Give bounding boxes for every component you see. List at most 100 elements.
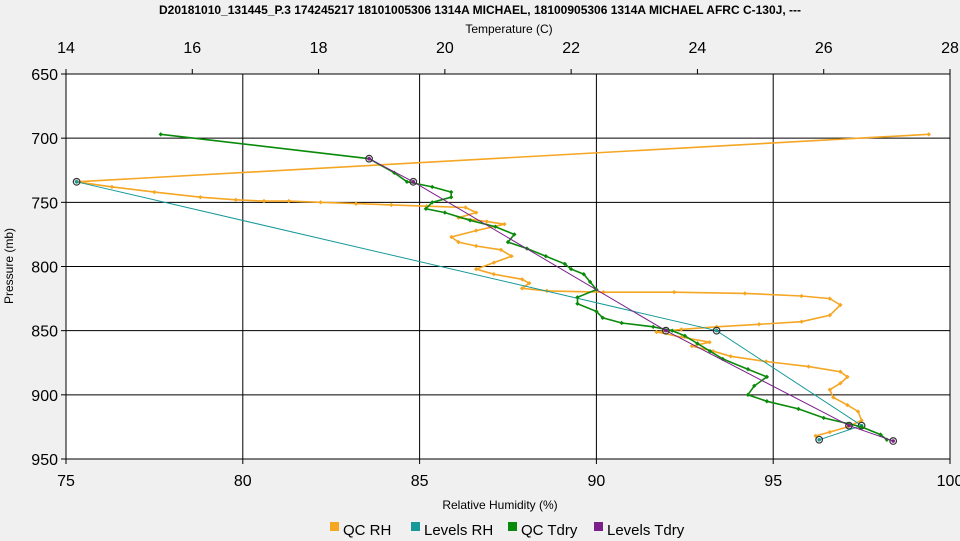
qc-rh-point <box>519 286 525 291</box>
levels-rh-legend-swatch <box>411 522 420 531</box>
axis-ticks: 650 700 750 800 850 900 950 75 80 85 90 95 100 14 16 18… <box>31 40 960 490</box>
qc-rh-point <box>671 289 677 295</box>
qc-tdry-point <box>448 189 454 195</box>
qc-tdry-point <box>600 315 605 321</box>
qc-rh-point <box>601 289 606 295</box>
qc-rh-point <box>473 266 479 272</box>
qc-rh-point <box>763 359 769 364</box>
qc-tdry-point <box>512 232 517 237</box>
qc-rh-point <box>799 319 804 324</box>
levels-rh-point <box>712 326 721 335</box>
levels-tdry-point-center <box>664 328 668 333</box>
qc-tdry-point <box>707 349 713 354</box>
left-axis-label: Pressure (mb) <box>2 228 16 304</box>
levels-tdry-point <box>409 177 418 186</box>
x2-tick-label: 14 <box>57 40 75 57</box>
x-tick-label: 100 <box>937 473 960 490</box>
qc-rh-point <box>827 387 832 392</box>
qc-tdry-point <box>467 218 473 223</box>
qc-tdry-point <box>669 328 675 333</box>
qc-rh-point <box>827 429 832 435</box>
levels-rh-point <box>72 177 81 186</box>
qc-rh-point <box>845 424 850 430</box>
qc-rh-point <box>353 201 359 206</box>
qc-tdry-point <box>581 272 586 277</box>
legend: QC RH Levels RH QC Tdry Levels Tdry <box>330 522 685 539</box>
qc-tdry-point <box>423 206 429 211</box>
x-tick-label: 90 <box>588 473 606 490</box>
qc-rh-point <box>473 210 479 215</box>
qc-tdry-point <box>505 239 511 245</box>
qc-rh-point <box>742 291 748 296</box>
qc-tdry-point <box>745 366 751 372</box>
levels-tdry-point <box>365 154 373 163</box>
qc-rh-point <box>799 293 804 299</box>
qc-rh-point <box>838 381 843 386</box>
qc-rh-point <box>473 243 479 249</box>
qc-tdry-point <box>568 266 574 272</box>
qc-rh-point <box>707 340 712 345</box>
qc-rh-point <box>926 132 931 137</box>
qc-rh-legend-swatch <box>330 522 339 531</box>
x-tick-label: 95 <box>764 473 782 490</box>
y-tick-label: 950 <box>31 452 58 469</box>
qc-tdry-point <box>562 261 568 267</box>
levels-rh-point-center <box>74 180 79 184</box>
y-tick-label: 900 <box>31 388 58 405</box>
qc-rh-point <box>527 280 532 286</box>
qc-tdry-point <box>720 356 725 362</box>
qc-tdry-legend-swatch <box>508 522 517 531</box>
qc-rh-point <box>491 260 497 265</box>
qc-rh-point <box>318 200 323 205</box>
qc-tdry-point <box>695 341 700 346</box>
qc-rh-point <box>109 184 115 190</box>
qc-tdry-point <box>764 399 770 404</box>
qc-rh-point <box>845 374 850 380</box>
qc-tdry-point <box>575 301 580 306</box>
qc-rh-point <box>756 322 762 327</box>
qc-rh-point <box>859 418 864 423</box>
qc-rh-point <box>198 195 203 200</box>
qc-tdry-point <box>796 406 801 412</box>
qc-rh-point <box>484 219 489 224</box>
qc-tdry-legend-label: QC Tdry <box>521 522 578 539</box>
levels-tdry-point <box>661 326 670 335</box>
qc-rh-point <box>286 198 291 204</box>
x2-tick-label: 20 <box>436 40 454 57</box>
qc-tdry-point <box>430 184 435 190</box>
qc-rh-point <box>261 198 267 204</box>
qc-rh-point <box>855 409 861 414</box>
levels-tdry-point-center <box>847 423 851 428</box>
levels-rh-point-center <box>817 437 821 442</box>
qc-rh-point <box>473 228 479 233</box>
qc-rh-point <box>838 369 843 374</box>
levels-rh-line <box>76 181 863 441</box>
x2-tick-label: 28 <box>941 40 959 57</box>
qc-rh-point <box>509 254 514 259</box>
qc-tdry-point <box>543 254 549 259</box>
qc-tdry-point <box>764 374 770 380</box>
qc-rh-legend-label: QC RH <box>343 522 391 539</box>
levels-tdry-point-center <box>891 439 895 443</box>
qc-rh-point <box>679 327 684 332</box>
qc-tdry-point <box>448 195 454 200</box>
x2-tick-label: 16 <box>183 40 201 57</box>
x2-tick-label: 26 <box>815 40 833 57</box>
qc-rh-point <box>689 343 695 349</box>
x2-tick-label: 18 <box>310 40 328 57</box>
qc-tdry-point <box>594 309 599 314</box>
qc-rh-point <box>389 202 394 208</box>
qc-rh-point <box>827 313 832 318</box>
y-tick-label: 650 <box>31 67 58 84</box>
levels-tdry-point-center <box>367 156 371 161</box>
qc-rh-point <box>152 189 157 195</box>
chart-title: D20181010_131445_P.3 174245217 181010053… <box>159 3 801 17</box>
levels-tdry-legend-swatch <box>594 522 603 531</box>
levels-tdry-point-center <box>411 180 416 184</box>
qc-tdry-line <box>160 133 888 441</box>
x-tick-label: 75 <box>57 473 75 490</box>
qc-rh-point <box>831 395 836 400</box>
bottom-axis-label: Relative Humidity (%) <box>442 498 557 512</box>
qc-rh-point <box>519 277 525 282</box>
levels-tdry-point <box>889 437 898 445</box>
